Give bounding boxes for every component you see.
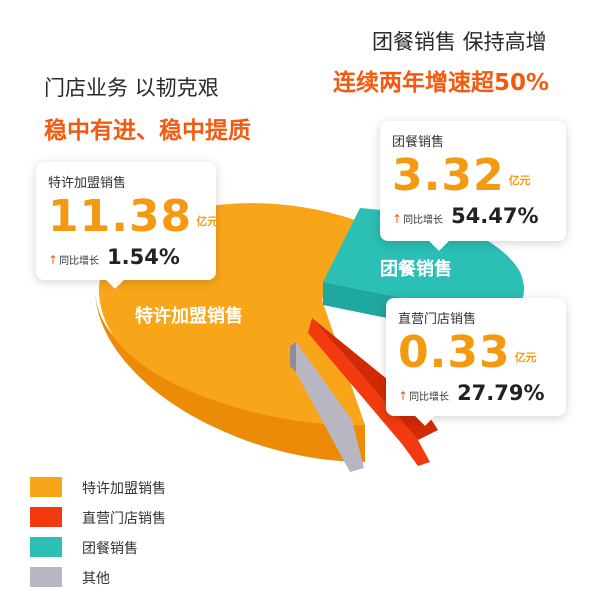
card-direct-growth: ↑同比增长 27.79%	[398, 381, 554, 405]
right-subheadline: 连续两年增速超50%	[333, 70, 550, 96]
card-group-meal-unit: 亿元	[508, 174, 531, 187]
legend-swatch	[30, 507, 62, 527]
growth-label: 同比增长	[59, 256, 100, 267]
card-group-meal-label: 团餐销售	[392, 135, 445, 150]
card-direct-number: 0.33	[398, 327, 511, 378]
up-arrow-icon: ↑	[392, 212, 403, 226]
right-headline: 团餐销售 保持高增	[372, 30, 547, 54]
card-direct: 直营门店销售 0.33 亿元 ↑同比增长 27.79%	[386, 298, 566, 416]
legend-swatch	[30, 477, 62, 497]
up-arrow-icon: ↑	[48, 253, 59, 267]
card-group-meal-number: 3.32	[392, 150, 505, 201]
slice-label-franchise: 特许加盟销售	[135, 305, 243, 327]
card-franchise: 特许加盟销售 11.38 亿元 ↑同比增长 1.54%	[36, 162, 218, 280]
growth-label: 同比增长	[409, 392, 450, 403]
legend-swatch	[30, 537, 62, 557]
card-franchise-value: 11.38 亿元	[48, 195, 218, 239]
up-arrow-icon: ↑	[398, 389, 409, 403]
growth-label: 同比增长	[403, 215, 444, 226]
card-direct-value: 0.33 亿元	[398, 331, 554, 375]
legend-label: 直营门店销售	[82, 511, 166, 527]
slice-label-group-meal: 团餐销售	[380, 258, 452, 280]
card-franchise-growth: ↑同比增长 1.54%	[48, 245, 204, 269]
legend-label: 特许加盟销售	[82, 481, 166, 497]
card-direct-unit: 亿元	[514, 351, 537, 364]
legend-swatch	[30, 567, 62, 587]
card-group-meal: 团餐销售 3.32 亿元 ↑同比增长 54.47%	[380, 121, 566, 241]
pie-slice-other	[296, 342, 364, 472]
growth-value: 27.79%	[457, 381, 545, 405]
legend-label: 其他	[82, 571, 110, 587]
left-headline: 门店业务 以韧克艰	[44, 76, 219, 100]
card-direct-label: 直营门店销售	[398, 312, 477, 327]
card-franchise-number: 11.38	[48, 191, 193, 242]
card-group-meal-value: 3.32 亿元	[392, 154, 554, 198]
card-franchise-label: 特许加盟销售	[48, 176, 127, 191]
card-group-meal-growth: ↑同比增长 54.47%	[392, 204, 554, 228]
pie-slice-direct	[308, 318, 430, 466]
card-franchise-unit: 亿元	[196, 215, 219, 228]
growth-value: 1.54%	[107, 245, 180, 269]
pie-slice-other-side	[290, 342, 296, 372]
left-subheadline: 稳中有进、稳中提质	[44, 118, 251, 144]
legend-label: 团餐销售	[82, 541, 138, 557]
growth-value: 54.47%	[451, 204, 539, 228]
